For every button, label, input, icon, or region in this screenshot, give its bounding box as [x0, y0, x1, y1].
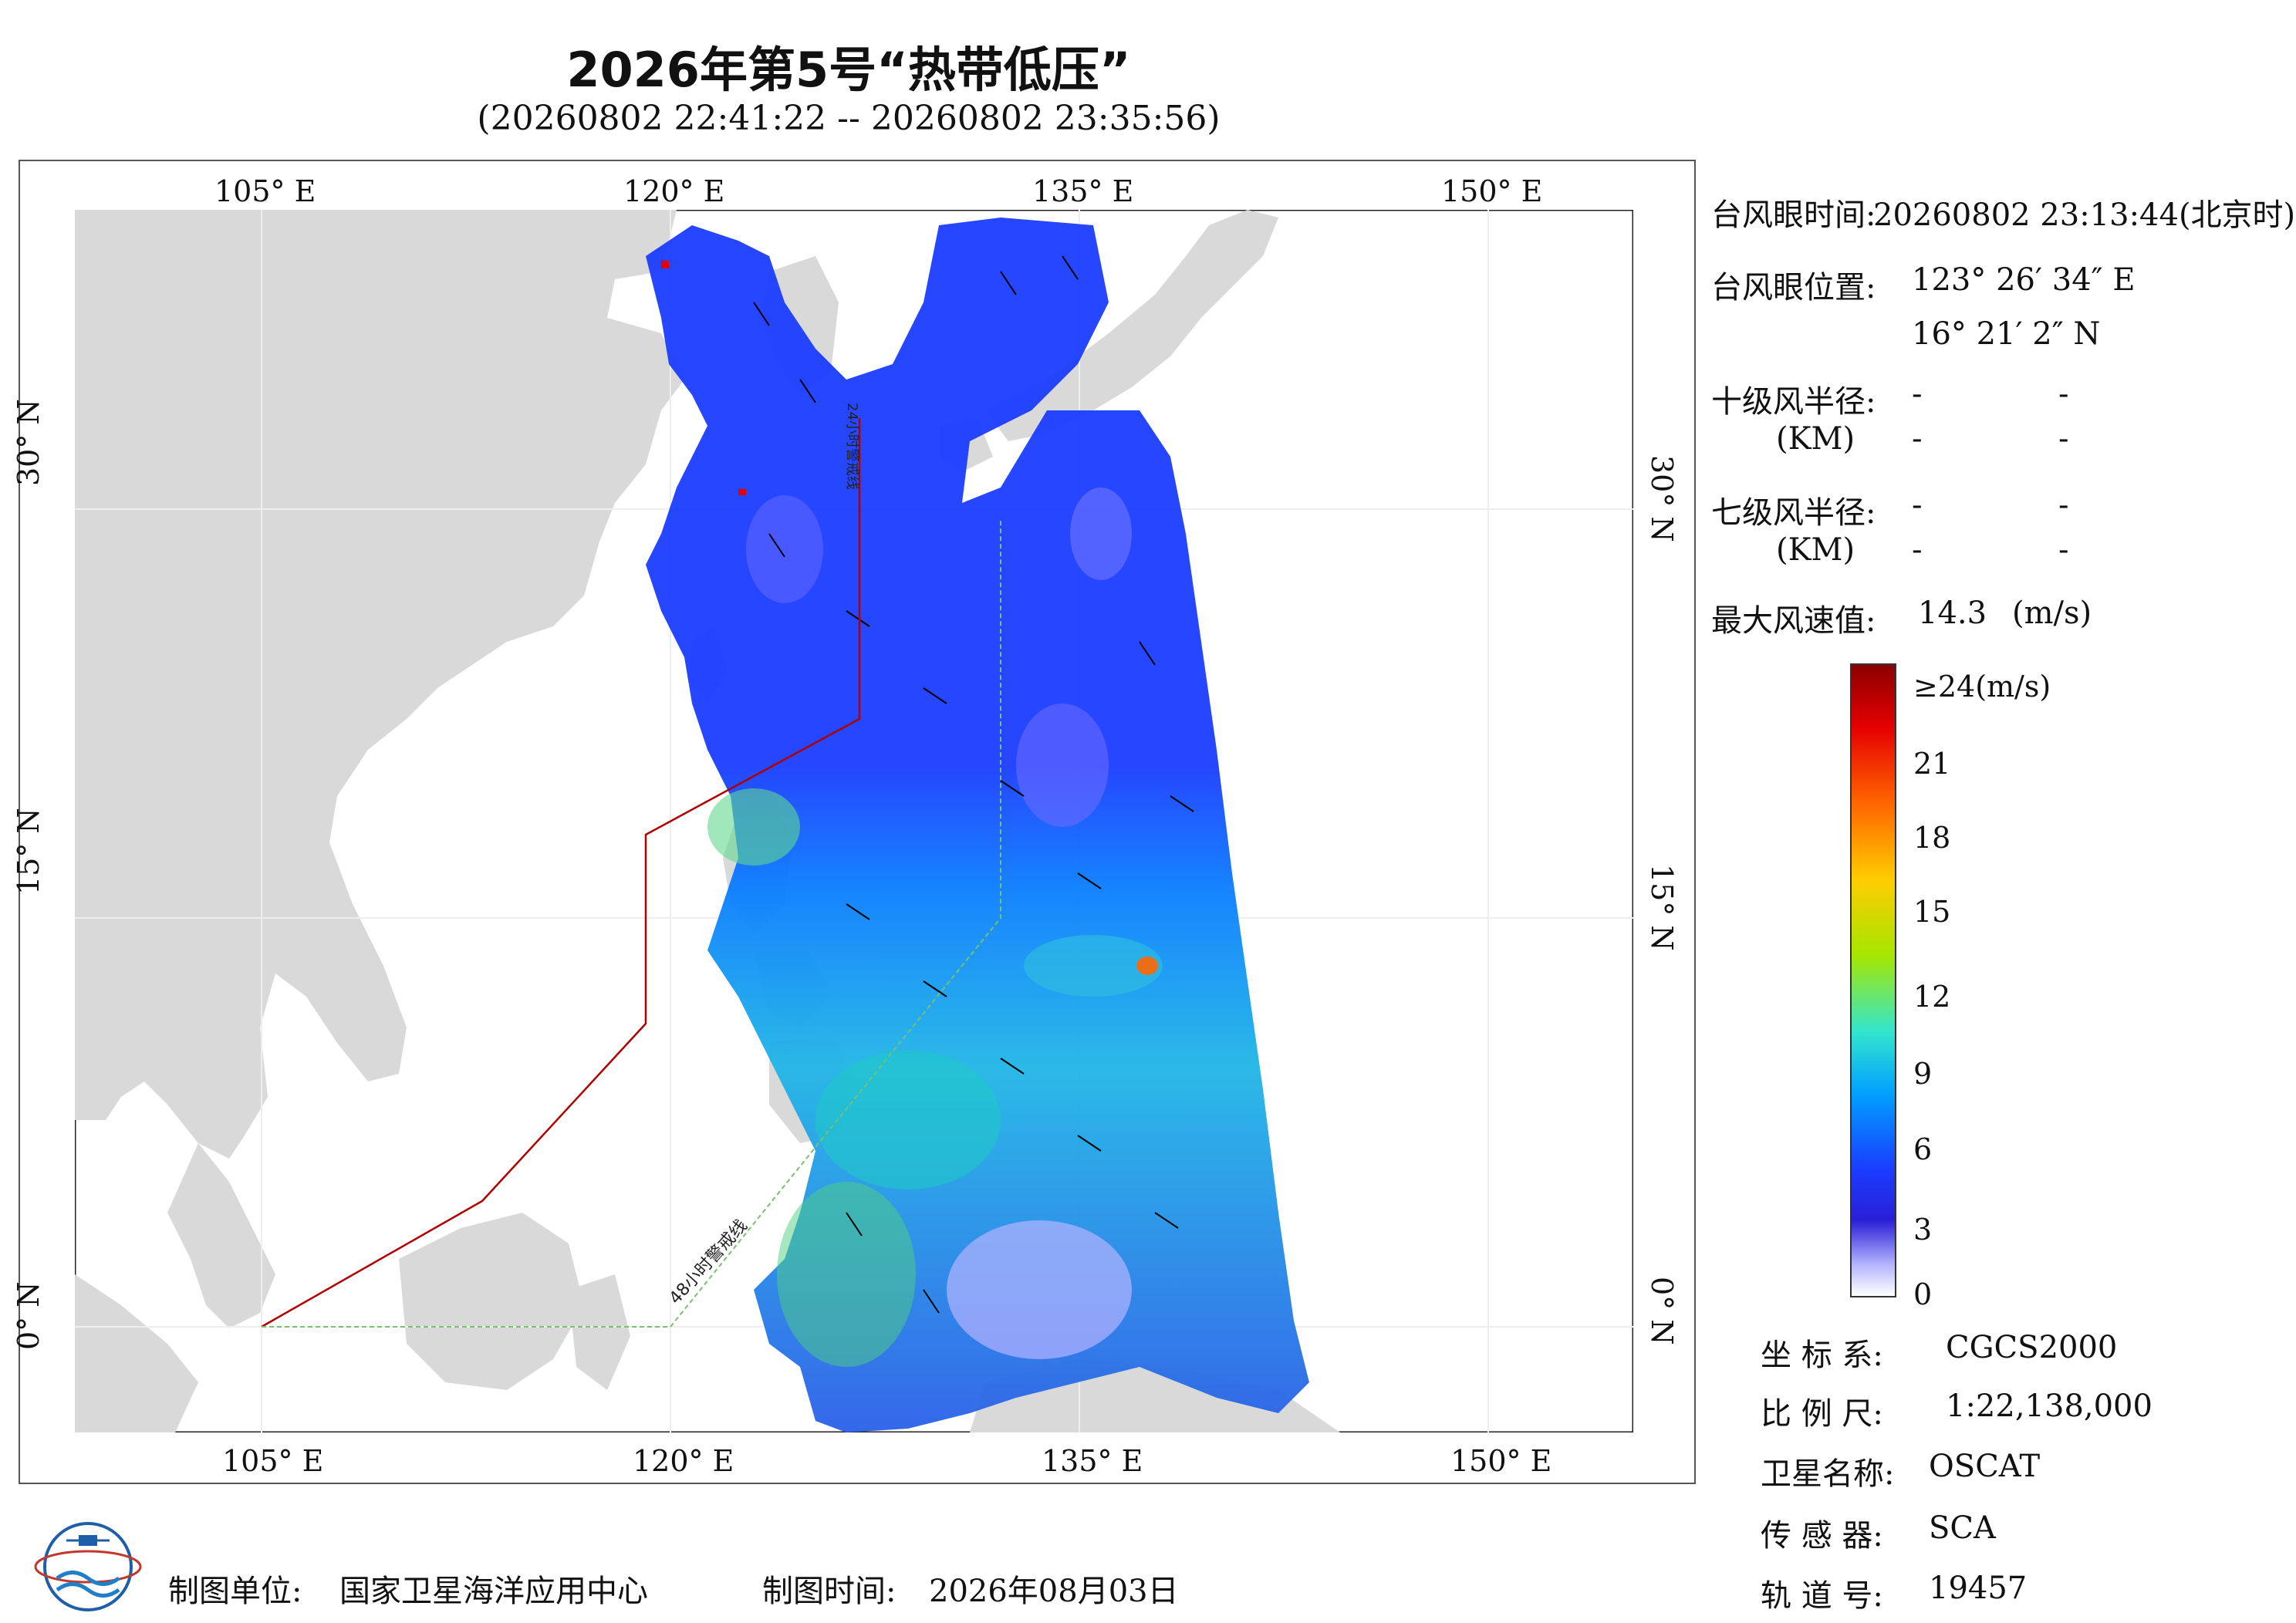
radius-7-label: 七级风半径: [1711, 495, 1876, 531]
eye-time-value: 20260802 23:13:44(北京时) [1873, 197, 2296, 233]
sensor-value: SCA [1929, 1510, 1996, 1546]
lon-label-bottom-150: 150° E [1450, 1444, 1552, 1478]
radius-7-dash-3: - [1912, 532, 1923, 568]
warning-line-24h [261, 418, 861, 1328]
colorbar-label-18: 18 [1913, 821, 1951, 855]
radius-7-dash-1: - [1912, 488, 1923, 523]
eye-longitude: 123° 26′ 34″ E [1912, 262, 2136, 298]
crs-label: 坐 标 系: [1761, 1338, 1883, 1373]
wind-swath [646, 218, 1309, 1432]
production-time-label: 制图时间: [762, 1574, 896, 1609]
eye-latitude: 16° 21′ 2″ N [1912, 316, 2101, 352]
warning-line-48h [262, 518, 1001, 1328]
mainland-land [75, 210, 684, 1159]
lat-label-left-15: 15° N [12, 808, 46, 895]
colorbar-label-15: 15 [1913, 895, 1951, 929]
max-wind-unit: (m/s) [2012, 596, 2092, 631]
indochina-land [167, 919, 268, 1027]
colorbar-label-24: ≥24(m/s) [1913, 670, 2051, 704]
warning-line-24h-label: 24小时警戒线 [844, 403, 860, 490]
lon-label-bottom-135: 135° E [1042, 1444, 1143, 1478]
map-title: 2026年第5号“热带低压” [566, 42, 1131, 98]
radius-10-dash-2: - [2058, 376, 2069, 412]
lat-label-right-30: 30° N [1645, 455, 1679, 542]
sensor-label: 传 感 器: [1761, 1518, 1883, 1554]
satellite-value: OSCAT [1929, 1449, 2041, 1484]
radius-7-dash-2: - [2058, 488, 2069, 523]
lon-label-bottom-120: 120° E [633, 1444, 734, 1478]
production-time-value: 2026年08月03日 [929, 1574, 1179, 1609]
producer-label: 制图单位: [168, 1574, 302, 1609]
colorbar-label-21: 21 [1913, 747, 1951, 781]
nsoas-logo [34, 1522, 142, 1611]
orbit-value: 19457 [1929, 1571, 2028, 1606]
lat-label-right-0: 0° N [1645, 1277, 1679, 1345]
colorbar [1850, 663, 1896, 1297]
satellite-label: 卫星名称: [1761, 1456, 1895, 1492]
colorbar-label-3: 3 [1913, 1213, 1933, 1247]
colorbar-label-6: 6 [1913, 1132, 1933, 1166]
radius-7-unit: (KM) [1776, 532, 1855, 568]
malay-land [167, 1143, 275, 1328]
eye-time-label: 台风眼时间: [1711, 197, 1876, 233]
eye-position-label: 台风眼位置: [1711, 270, 1876, 305]
lat-label-left-0: 0° N [12, 1281, 46, 1350]
map-frame [19, 160, 1696, 1484]
borneo-land [399, 1213, 584, 1390]
lon-label-top-120: 120° E [623, 174, 725, 208]
lon-label-bottom-105: 105° E [222, 1444, 324, 1478]
sulawesi-land [569, 1274, 630, 1390]
lat-label-right-15: 15° N [1645, 864, 1679, 951]
producer-value: 国家卫星海洋应用中心 [339, 1574, 648, 1609]
colorbar-label-12: 12 [1913, 980, 1951, 1014]
radius-7-dash-4: - [2058, 532, 2069, 568]
max-wind-value: 14.3 [1918, 596, 1987, 631]
lat-label-left-30: 30° N [12, 399, 46, 486]
scale-label: 比 例 尺: [1761, 1396, 1883, 1432]
lon-label-top-135: 135° E [1032, 174, 1134, 208]
radius-10-dash-3: - [1912, 421, 1923, 457]
crs-value: CGCS2000 [1946, 1330, 2118, 1365]
lon-label-top-105: 105° E [214, 174, 316, 208]
colorbar-label-0: 0 [1913, 1277, 1933, 1311]
scale-value: 1:22,138,000 [1946, 1388, 2152, 1424]
radius-10-dash-1: - [1912, 376, 1923, 412]
map-subtitle: (20260802 22:41:22 -- 20260802 23:35:56) [477, 99, 1221, 138]
sumatra-land [75, 1274, 198, 1432]
colorbar-label-9: 9 [1913, 1057, 1933, 1091]
max-wind-label: 最大风速值: [1711, 603, 1876, 639]
radius-10-unit: (KM) [1776, 421, 1855, 457]
wind-map: 48小时警戒线 24小时警戒线 [75, 210, 1633, 1432]
lon-label-top-150: 150° E [1441, 174, 1543, 208]
radius-10-label: 十级风半径: [1711, 384, 1876, 420]
radius-10-dash-4: - [2058, 421, 2069, 457]
orbit-label: 轨 道 号: [1761, 1578, 1883, 1614]
wind-barbs [753, 255, 1194, 1314]
